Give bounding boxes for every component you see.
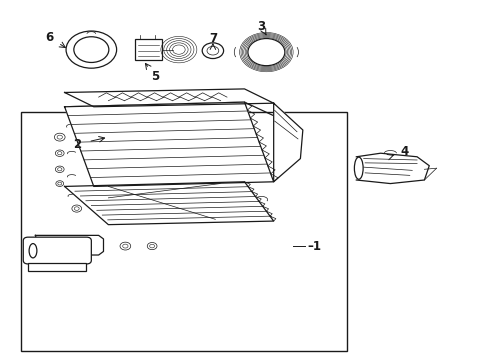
Polygon shape <box>273 103 302 182</box>
Polygon shape <box>356 153 428 184</box>
Polygon shape <box>64 89 273 107</box>
Text: 5: 5 <box>151 70 159 83</box>
Bar <box>135 39 162 60</box>
Polygon shape <box>35 235 103 255</box>
Text: 3: 3 <box>257 20 265 33</box>
Polygon shape <box>64 182 273 225</box>
Polygon shape <box>64 102 273 186</box>
FancyBboxPatch shape <box>23 237 91 264</box>
Bar <box>28 263 86 271</box>
Text: 2: 2 <box>73 138 81 151</box>
Bar <box>21 112 346 351</box>
Ellipse shape <box>354 157 363 179</box>
Text: 7: 7 <box>208 32 217 45</box>
Text: 4: 4 <box>400 145 408 158</box>
Text: 6: 6 <box>45 31 53 44</box>
Text: –1: –1 <box>307 240 321 253</box>
